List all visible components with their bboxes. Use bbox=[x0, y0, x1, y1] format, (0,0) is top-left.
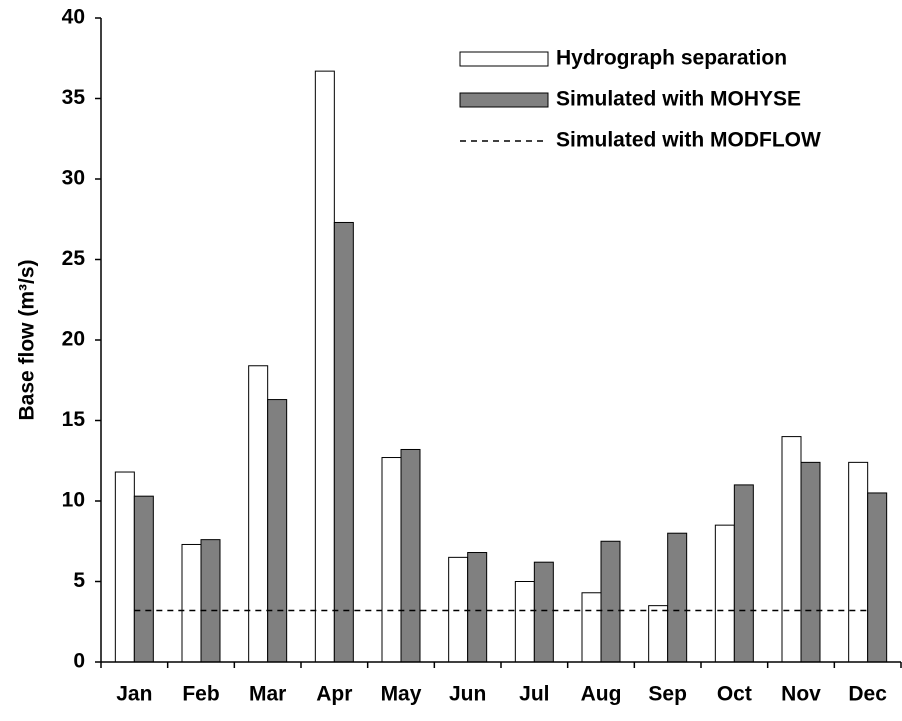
y-tick-label: 5 bbox=[73, 569, 85, 592]
bar bbox=[467, 552, 488, 663]
bar bbox=[133, 495, 154, 663]
x-tick-label: Nov bbox=[781, 683, 821, 706]
bar bbox=[733, 484, 754, 663]
bar bbox=[714, 524, 735, 663]
x-tick-label: Jun bbox=[449, 683, 486, 706]
x-tick-label: Apr bbox=[316, 683, 352, 706]
x-tick-label: Oct bbox=[717, 683, 752, 706]
bar bbox=[667, 532, 688, 663]
legend-label: Simulated with MODFLOW bbox=[556, 129, 821, 152]
x-tick-label: Dec bbox=[848, 683, 887, 706]
y-tick-label: 15 bbox=[62, 408, 86, 431]
bar bbox=[381, 457, 402, 663]
y-tick-label: 0 bbox=[73, 650, 85, 673]
y-tick-label: 10 bbox=[62, 489, 85, 512]
bar bbox=[248, 365, 269, 663]
legend-label: Hydrograph separation bbox=[556, 47, 787, 70]
y-tick-label: 20 bbox=[62, 328, 85, 351]
bar bbox=[800, 461, 821, 663]
bar bbox=[448, 556, 469, 663]
bar bbox=[514, 581, 535, 663]
legend-label: Simulated with MOHYSE bbox=[556, 88, 801, 111]
y-tick-label: 30 bbox=[62, 167, 85, 190]
legend-swatch bbox=[459, 51, 549, 67]
bar bbox=[581, 592, 602, 663]
y-tick-label: 25 bbox=[62, 247, 86, 270]
bar bbox=[400, 448, 421, 663]
x-tick-label: Mar bbox=[249, 683, 286, 706]
y-tick-label: 35 bbox=[62, 86, 86, 109]
bar bbox=[267, 399, 288, 663]
bar bbox=[867, 492, 888, 663]
x-tick-label: Feb bbox=[182, 683, 219, 706]
bar bbox=[600, 540, 621, 663]
legend-swatch bbox=[459, 92, 549, 108]
x-tick-label: Sep bbox=[648, 683, 687, 706]
y-axis-label: Base flow (m³/s) bbox=[16, 259, 39, 420]
bar bbox=[781, 436, 802, 663]
bar bbox=[333, 221, 354, 663]
x-tick-label: Jul bbox=[519, 683, 549, 706]
bar bbox=[114, 471, 135, 663]
bar bbox=[181, 543, 202, 663]
y-tick-label: 40 bbox=[62, 6, 85, 29]
x-tick-label: Jan bbox=[116, 683, 152, 706]
bar bbox=[648, 605, 669, 663]
x-tick-label: Aug bbox=[581, 683, 622, 706]
bar bbox=[200, 539, 221, 663]
bar bbox=[314, 70, 335, 663]
bar bbox=[533, 561, 554, 663]
x-tick-label: May bbox=[381, 683, 422, 706]
bar bbox=[848, 461, 869, 663]
